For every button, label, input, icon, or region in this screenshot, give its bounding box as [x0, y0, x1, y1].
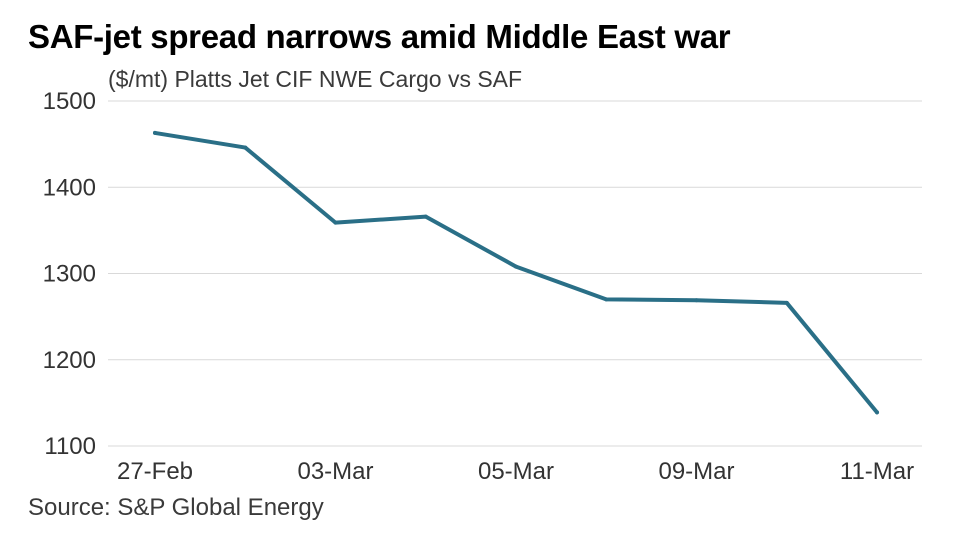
- data-point: [694, 298, 699, 303]
- data-point: [784, 300, 789, 305]
- gridlines: [108, 100, 922, 447]
- data-point: [153, 130, 157, 135]
- y-tick-label: 1500: [43, 88, 96, 115]
- x-tick-label: 05-Mar: [478, 458, 554, 485]
- chart-title: SAF-jet spread narrows amid Middle East …: [28, 18, 731, 55]
- data-point: [514, 264, 518, 269]
- y-tick-label: 1100: [44, 433, 96, 460]
- y-tick-label: 1200: [43, 347, 96, 374]
- y-tick-label: 1400: [43, 174, 96, 201]
- data-point: [875, 410, 879, 415]
- data-point: [243, 145, 248, 150]
- x-tick-label: 03-Mar: [297, 458, 373, 485]
- chart-subtitle: ($/mt) Platts Jet CIF NWE Cargo vs SAF: [108, 66, 523, 92]
- data-point: [333, 220, 338, 225]
- series-line: [153, 130, 879, 415]
- source-note: Source: S&P Global Energy: [28, 494, 324, 521]
- y-tick-label: 1300: [43, 261, 96, 288]
- data-point: [604, 297, 609, 302]
- x-tick-label: 11-Mar: [840, 458, 914, 485]
- x-axis-ticks: 27-Feb 03-Mar 05-Mar 09-Mar 11-Mar: [117, 458, 914, 485]
- y-axis-ticks: 1100 1200 1300 1400 1500: [43, 88, 96, 460]
- x-tick-label: 27-Feb: [117, 458, 193, 485]
- data-point: [423, 214, 428, 219]
- series-layer: [153, 130, 879, 415]
- x-tick-label: 09-Mar: [658, 458, 734, 485]
